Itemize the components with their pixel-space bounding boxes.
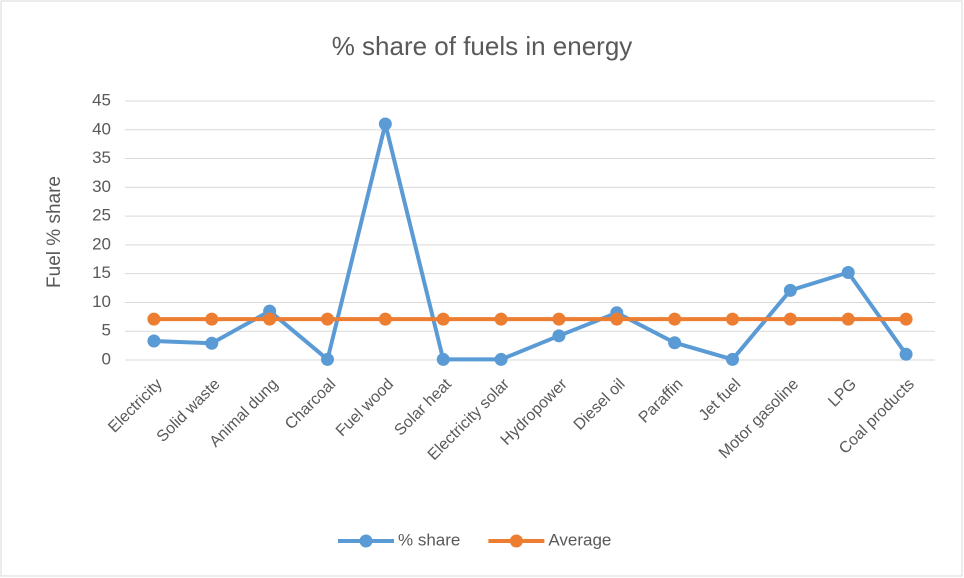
data-point — [726, 352, 739, 366]
data-point — [841, 266, 855, 280]
data-point — [726, 312, 739, 326]
legend-label: Average — [548, 530, 611, 549]
legend-label: % share — [398, 530, 460, 549]
data-point — [668, 312, 682, 326]
y-axis-label: Fuel % share — [44, 176, 65, 288]
data-point — [899, 347, 913, 361]
data-point — [783, 283, 797, 297]
data-point — [783, 312, 797, 326]
data-point — [263, 312, 277, 326]
data-point — [378, 117, 392, 131]
y-tick-label: 15 — [92, 263, 111, 282]
y-tick-label: 45 — [92, 90, 111, 109]
chart-title: % share of fuels in energy — [332, 31, 633, 61]
data-point — [147, 334, 161, 348]
data-point — [147, 312, 161, 326]
y-tick-label: 35 — [92, 148, 111, 167]
data-point — [378, 312, 392, 326]
data-point — [899, 312, 913, 326]
data-point — [668, 336, 682, 350]
data-point — [321, 312, 334, 326]
y-tick-label: 25 — [92, 206, 111, 225]
y-tick-label: 10 — [92, 292, 111, 311]
data-point — [205, 336, 219, 350]
data-point — [436, 352, 450, 366]
data-point — [205, 312, 219, 326]
y-tick-label: 30 — [92, 177, 111, 196]
y-tick-label: 40 — [92, 119, 111, 138]
legend-marker — [509, 534, 523, 548]
data-point — [494, 312, 508, 326]
y-tick-label: 5 — [102, 321, 111, 340]
y-tick-label: 20 — [92, 234, 111, 253]
legend-marker — [359, 534, 373, 548]
data-point — [552, 329, 566, 343]
data-point — [841, 312, 855, 326]
data-point — [436, 312, 450, 326]
y-tick-label: 0 — [102, 349, 111, 368]
data-point — [494, 352, 508, 366]
data-point — [552, 312, 566, 326]
data-point — [321, 352, 334, 366]
data-point — [610, 312, 624, 326]
